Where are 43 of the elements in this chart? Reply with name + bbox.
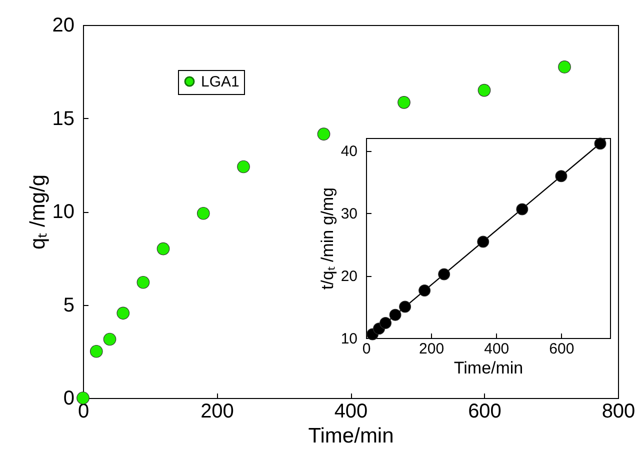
- point: [136, 276, 150, 289]
- y-axis-title: qₜ /mg/g: [26, 174, 50, 250]
- y-tick-label: 20: [340, 268, 358, 285]
- point: [196, 206, 210, 220]
- x-tick-label: 800: [602, 400, 636, 422]
- point: [76, 392, 90, 404]
- x-axis-title: Time/min: [308, 424, 394, 448]
- y-tick-label: 10: [340, 330, 358, 348]
- point: [558, 60, 571, 74]
- x-tick-label: 600: [468, 400, 502, 422]
- point: [438, 268, 450, 280]
- y-tick-label: 5: [63, 294, 74, 316]
- point: [90, 344, 103, 358]
- y-tick-label: 15: [52, 108, 74, 130]
- point: [103, 332, 116, 346]
- point: [237, 160, 250, 174]
- point: [317, 128, 330, 141]
- x-axis-title: Time/min: [454, 358, 524, 378]
- x-tick-label: 200: [419, 340, 444, 358]
- point: [116, 306, 130, 320]
- point: [478, 84, 491, 97]
- x-tick-label: 200: [200, 400, 234, 422]
- point: [516, 203, 528, 216]
- point: [555, 170, 568, 182]
- x-tick-label: 400: [484, 340, 510, 358]
- point: [418, 284, 431, 296]
- x-tick-label: 0: [78, 400, 90, 422]
- point: [399, 300, 412, 313]
- point: [380, 317, 392, 329]
- x-tick-label: 0: [362, 340, 371, 358]
- x-tick-label: 600: [549, 340, 574, 358]
- point: [477, 236, 490, 248]
- y-tick-label: 30: [340, 206, 358, 222]
- y-tick-label: 20: [52, 14, 74, 36]
- legend-label: LGA1: [201, 74, 240, 90]
- y-tick-label: 10: [52, 201, 74, 223]
- point: [398, 96, 410, 109]
- x-tick-label: 400: [334, 400, 368, 422]
- point: [156, 242, 170, 256]
- y-axis-title: t/qₜ /min g/mg: [318, 187, 337, 290]
- point: [389, 308, 402, 321]
- point: [594, 138, 606, 150]
- y-tick-label: 40: [340, 143, 358, 160]
